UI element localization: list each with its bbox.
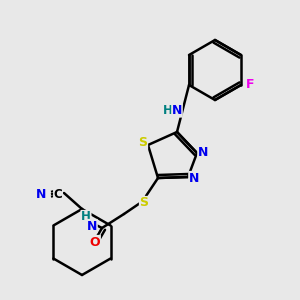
Text: N: N [189,172,199,184]
Text: H: H [163,104,173,117]
Text: O: O [90,236,100,248]
Text: N: N [172,104,182,117]
Text: H: H [81,211,91,224]
Text: N: N [36,188,46,200]
Text: N: N [87,220,97,232]
Text: C: C [54,188,62,200]
Text: S: S [139,136,148,149]
Text: S: S [140,196,148,209]
Text: N: N [198,146,208,158]
Text: F: F [246,79,254,92]
